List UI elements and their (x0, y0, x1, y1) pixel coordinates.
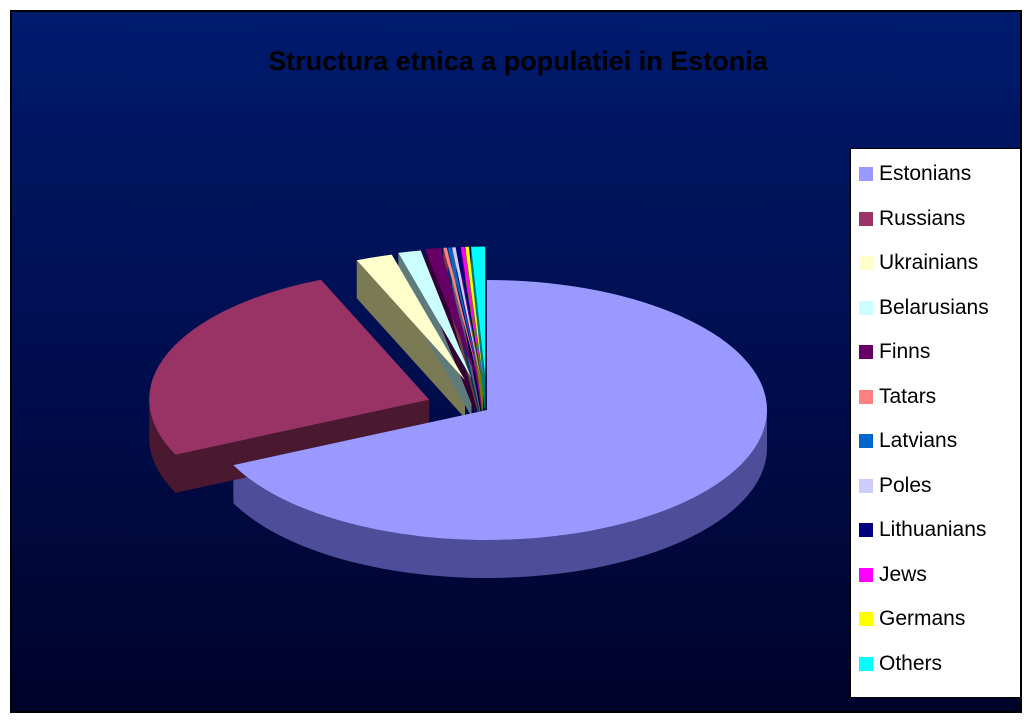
legend-swatch (859, 300, 873, 315)
pie-slice-ukrainians (356, 254, 465, 381)
pie-slice-lithuanians (456, 247, 482, 377)
legend-swatch (859, 256, 873, 270)
pie-slice-face-ukrainians (356, 260, 465, 419)
pie-slice-germans (465, 246, 483, 377)
legend-swatch (859, 523, 873, 537)
legend-swatch (859, 345, 873, 359)
legend-label: Germans (879, 607, 966, 630)
legend-item-germans: Germans (859, 604, 965, 634)
pie-slice-side-russians (149, 399, 176, 493)
legend-label: Poles (879, 473, 932, 497)
legend-item-ukrainians: Ukrainians (859, 248, 978, 278)
pie-slice-tatars (443, 247, 479, 377)
legend-item-others: Others (859, 649, 942, 679)
legend-swatch (859, 167, 873, 181)
chart-title: Structura etnica a populatiei in Estonia (268, 46, 768, 76)
legend-label: Estonians (879, 162, 972, 185)
legend-label: Belarusians (879, 295, 989, 319)
pie-slice-jews (460, 246, 483, 377)
legend-swatch (859, 656, 873, 671)
pie-slice-side-estonians (233, 410, 767, 578)
chart-frame: Structura etnica a populatiei in Estonia… (10, 10, 1022, 713)
legend-item-russians: Russians (859, 204, 965, 234)
legend-label: Lithuanians (879, 518, 987, 541)
legend-swatch (859, 211, 873, 226)
pie-slice-belarusians (398, 250, 472, 379)
legend-item-belarusians: Belarusians (859, 293, 989, 323)
legend-label: Others (879, 651, 943, 675)
legend-swatch (859, 389, 873, 404)
pie-slice-face-others (471, 246, 486, 415)
legend-swatch (859, 434, 873, 448)
legend-item-latvians: Latvians (859, 426, 957, 456)
pie-slice-estonians (233, 280, 768, 540)
legend-item-poles: Poles (859, 471, 932, 501)
legend-swatch (859, 612, 873, 626)
legend-label: Jews (879, 562, 927, 586)
pie-slice-poles (452, 247, 481, 377)
legend-item-estonians: Estonians (859, 159, 971, 189)
legend-item-lithuanians: Lithuanians (859, 515, 986, 545)
legend-label: Finns (879, 340, 931, 363)
legend-item-finns: Finns (859, 337, 930, 367)
pie-slice-others (471, 246, 486, 377)
legend-label: Russians (879, 206, 966, 230)
legend-label: Ukrainians (879, 251, 979, 274)
legend-label: Tatars (879, 384, 937, 408)
pie-chart (149, 246, 768, 578)
legend-swatch (859, 478, 873, 493)
pie-slice-latvians (447, 247, 480, 377)
legend-label: Latvians (879, 429, 958, 452)
legend-swatch (859, 567, 873, 582)
pie-slice-russians (149, 279, 430, 455)
pie-slice-finns (425, 247, 476, 377)
chart-legend: Estonians Russians Ukrainians Belarusians Fi… (850, 148, 1020, 698)
legend-item-tatars: Tatars (859, 382, 936, 412)
legend-item-jews: Jews (859, 560, 927, 590)
